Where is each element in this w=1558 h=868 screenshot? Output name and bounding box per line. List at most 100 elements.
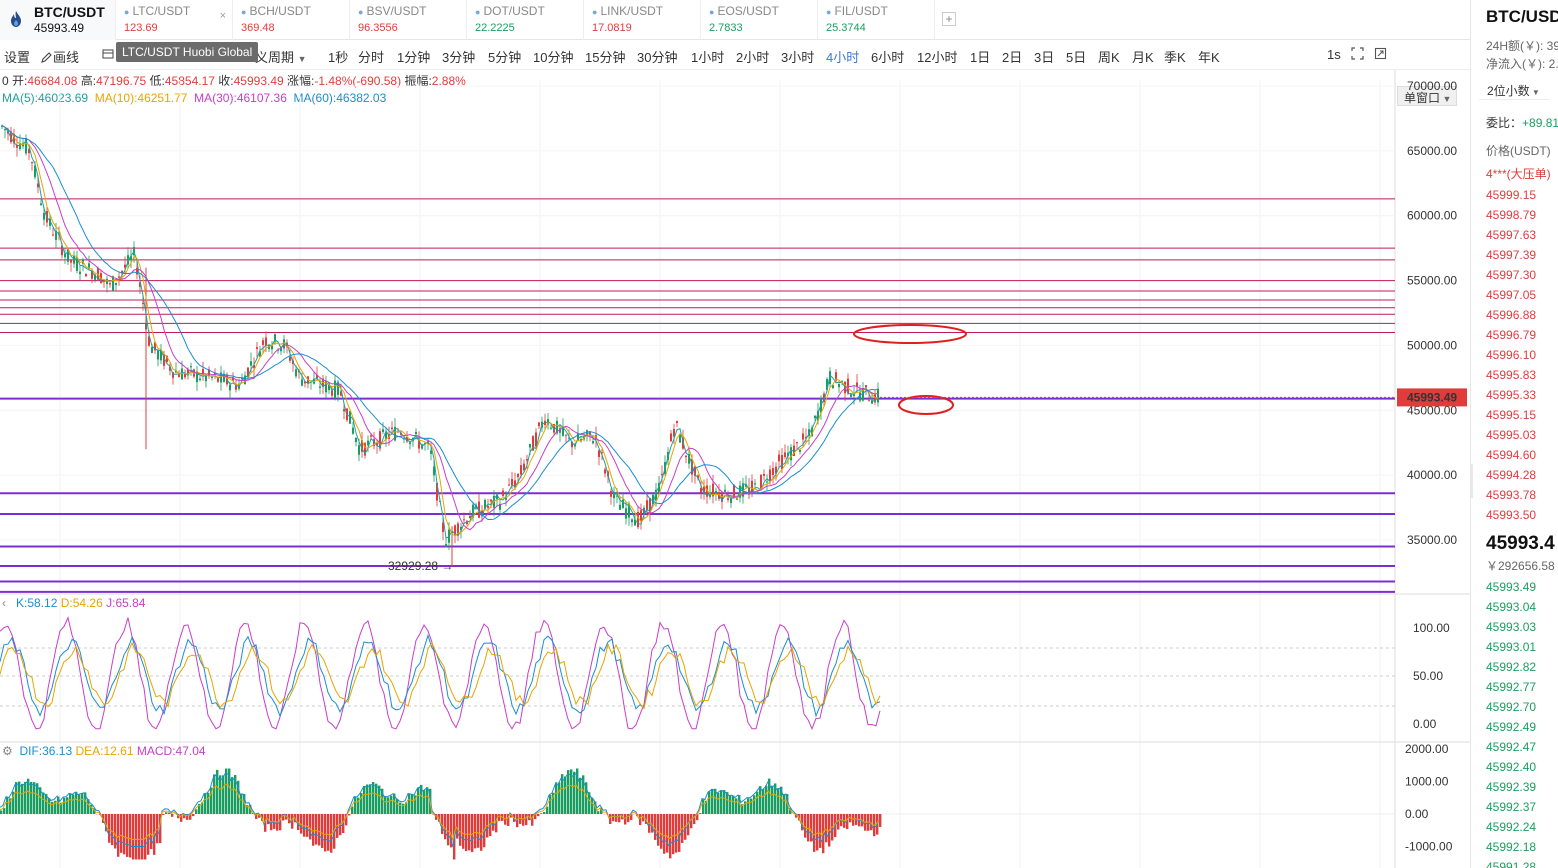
bid-row[interactable]: 45993.04 xyxy=(1486,600,1537,614)
bid-row[interactable]: 45993.03 xyxy=(1486,620,1537,634)
candle xyxy=(817,410,819,421)
bid-row[interactable]: 45992.70 xyxy=(1486,700,1537,714)
candle xyxy=(271,345,273,350)
bid-row[interactable]: 45993.49 xyxy=(1486,580,1537,594)
ask-row[interactable]: 45997.39 xyxy=(1486,248,1537,262)
bid-row[interactable]: 45992.49 xyxy=(1486,720,1537,734)
interval-19[interactable]: 月K xyxy=(1132,50,1154,65)
macd-histogram-bar xyxy=(825,814,828,843)
macd-histogram-bar xyxy=(87,799,90,814)
ask-row[interactable]: 45996.88 xyxy=(1486,308,1537,322)
interval-21[interactable]: 年K xyxy=(1198,50,1220,65)
interval-11[interactable]: 4小时 xyxy=(826,50,860,65)
interval-2[interactable]: 1分钟 xyxy=(397,50,431,65)
bid-row[interactable]: 45992.47 xyxy=(1486,740,1537,754)
settings-button[interactable]: 设置 xyxy=(4,50,31,65)
ask-row[interactable]: 45995.03 xyxy=(1486,428,1537,442)
bid-row[interactable]: 45991.28 xyxy=(1486,860,1537,868)
bid-row[interactable]: 45992.24 xyxy=(1486,820,1537,834)
interval-13[interactable]: 12小时 xyxy=(917,50,958,65)
screenshot-icon[interactable] xyxy=(1374,47,1387,63)
candle xyxy=(670,433,672,442)
bid-row[interactable]: 45992.82 xyxy=(1486,660,1537,674)
window-mode-select[interactable]: 单窗口 ▼ xyxy=(1397,86,1457,106)
refresh-rate[interactable]: 1s xyxy=(1327,47,1341,62)
tab-btc-usdt[interactable]: BTC/USDT 45993.49 xyxy=(0,0,116,40)
interval-0[interactable]: 1秒 xyxy=(328,50,349,65)
kline-chart[interactable]: 70000.00 65000.00 60000.00 55000.00 50000.00… xyxy=(0,70,1470,868)
macd-histogram-bar xyxy=(627,814,630,823)
close-icon[interactable]: × xyxy=(219,10,226,22)
precision-select[interactable]: 2位小数 ▼ xyxy=(1479,78,1549,100)
tab-eos-usdt[interactable]: ● EOS/USDT 2.7833 xyxy=(701,0,818,40)
interval-16[interactable]: 3日 xyxy=(1034,50,1055,65)
interval-9[interactable]: 2小时 xyxy=(736,50,770,65)
ask-row[interactable]: 45997.05 xyxy=(1486,288,1537,302)
interval-18[interactable]: 周K xyxy=(1098,50,1120,65)
indicator-button[interactable] xyxy=(102,47,114,62)
macd-axis-label: 0.00 xyxy=(1405,807,1429,821)
interval-1[interactable]: 分时 xyxy=(358,50,385,65)
custom-period-button[interactable]: 义周期 ▼ xyxy=(255,47,307,66)
macd-histogram-bar xyxy=(33,782,36,814)
macd-histogram-bar xyxy=(345,814,348,826)
bid-row[interactable]: 45992.40 xyxy=(1486,760,1537,774)
add-tab-button[interactable]: + xyxy=(942,12,956,26)
price-axis-label: 35000.00 xyxy=(1407,533,1457,547)
macd-histogram-bar xyxy=(282,814,285,821)
bid-row[interactable]: 45992.77 xyxy=(1486,680,1537,694)
macd-histogram-bar xyxy=(618,814,621,823)
tab-dot-usdt[interactable]: ● DOT/USDT 22.2225 xyxy=(467,0,584,40)
tab-symbol-text: DOT/USDT xyxy=(483,4,545,18)
collapse-panel-icon[interactable]: › xyxy=(1471,464,1473,498)
tab-link-usdt[interactable]: ● LINK/USDT 17.0819 xyxy=(584,0,701,40)
interval-7[interactable]: 30分钟 xyxy=(637,50,678,65)
ask-row[interactable]: 45999.15 xyxy=(1486,188,1537,202)
ask-row[interactable]: 45994.60 xyxy=(1486,448,1537,462)
tab-symbol: ● LTC/USDT xyxy=(124,4,232,18)
macd-histogram-bar xyxy=(480,814,483,851)
interval-5[interactable]: 10分钟 xyxy=(533,50,574,65)
tab-bch-usdt[interactable]: ● BCH/USDT 369.48 xyxy=(233,0,350,40)
candle xyxy=(772,468,774,476)
ask-row[interactable]: 45996.10 xyxy=(1486,348,1537,362)
current-price-tag xyxy=(1397,388,1467,407)
ask-row[interactable]: 45997.63 xyxy=(1486,228,1537,242)
interval-14[interactable]: 1日 xyxy=(970,50,991,65)
bid-row[interactable]: 45992.37 xyxy=(1486,800,1537,814)
bid-row[interactable]: 45992.18 xyxy=(1486,840,1537,854)
settings-gear-icon[interactable]: ⚙ xyxy=(2,744,13,758)
chart-toolbar: 设置 画线 义周期 ▼ 1秒 分时 1分钟 3分钟 5分钟 10分钟 15分钟 30分钟 1小时… xyxy=(0,41,1470,106)
interval-15[interactable]: 2日 xyxy=(1002,50,1023,65)
interval-8[interactable]: 1小时 xyxy=(691,50,725,65)
ask-row[interactable]: 45997.30 xyxy=(1486,268,1537,282)
tab-bsv-usdt[interactable]: ● BSV/USDT 96.3556 xyxy=(350,0,467,40)
interval-3[interactable]: 3分钟 xyxy=(442,50,476,65)
ask-row[interactable]: 45995.15 xyxy=(1486,408,1537,422)
candle xyxy=(673,429,675,437)
macd-histogram-bar xyxy=(456,814,459,839)
ask-row[interactable]: 45994.28 xyxy=(1486,468,1537,482)
bid-row[interactable]: 45993.01 xyxy=(1486,640,1537,654)
ask-row[interactable]: 45996.79 xyxy=(1486,328,1537,342)
bid-row[interactable]: 45992.39 xyxy=(1486,780,1537,794)
candle xyxy=(391,427,393,430)
macd-histogram-bar xyxy=(696,814,699,821)
ask-row[interactable]: 45998.79 xyxy=(1486,208,1537,222)
interval-12[interactable]: 6小时 xyxy=(871,50,905,65)
interval-6[interactable]: 15分钟 xyxy=(585,50,626,65)
fullscreen-icon[interactable] xyxy=(1351,47,1364,63)
draw-line-button[interactable]: 画线 xyxy=(40,47,79,66)
interval-17[interactable]: 5日 xyxy=(1066,50,1087,65)
macd-histogram-bar xyxy=(324,814,327,852)
ask-row[interactable]: 45993.50 xyxy=(1486,508,1537,522)
ask-row[interactable]: 45995.33 xyxy=(1486,388,1537,402)
tab-ltc-usdt[interactable]: ● LTC/USDT 123.69 × xyxy=(116,0,233,40)
interval-10[interactable]: 3小时 xyxy=(781,50,815,65)
tab-fil-usdt[interactable]: ● FIL/USDT 25.3744 xyxy=(818,0,935,40)
ask-row[interactable]: 45995.83 xyxy=(1486,368,1537,382)
ask-row[interactable]: 45993.78 xyxy=(1486,488,1537,502)
interval-4[interactable]: 5分钟 xyxy=(488,50,522,65)
interval-20[interactable]: 季K xyxy=(1164,50,1186,65)
